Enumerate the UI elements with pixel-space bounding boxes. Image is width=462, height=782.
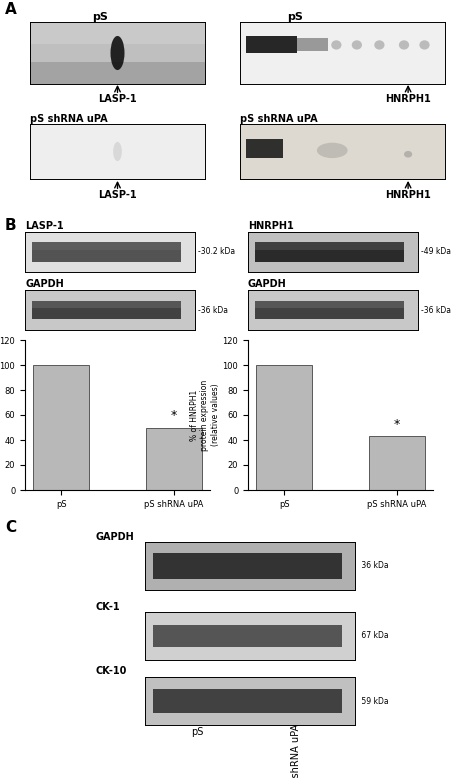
Text: pS shRNA uPA: pS shRNA uPA (30, 113, 108, 124)
Text: GAPDH: GAPDH (95, 532, 134, 541)
Text: LASP-1: LASP-1 (98, 94, 137, 104)
Bar (30, 22, 205, 44)
Text: A: A (5, 2, 16, 17)
Text: *: * (170, 410, 176, 422)
Text: pS shRNA uPA: pS shRNA uPA (240, 113, 318, 124)
Text: B: B (5, 218, 17, 233)
Text: *: * (394, 418, 400, 431)
Ellipse shape (331, 41, 341, 49)
Bar (246, 139, 283, 158)
Text: LASP-1: LASP-1 (98, 190, 137, 200)
Text: 59 kDa: 59 kDa (359, 697, 389, 705)
Text: -36 kDa: -36 kDa (198, 306, 228, 314)
Text: 67 kDa: 67 kDa (359, 632, 389, 640)
Bar (255, 242, 404, 250)
Bar (32, 242, 182, 262)
Ellipse shape (317, 142, 347, 158)
Text: -49 kDa: -49 kDa (421, 247, 451, 256)
Text: LASP-1: LASP-1 (25, 221, 64, 231)
Ellipse shape (374, 41, 384, 49)
Bar (32, 242, 182, 250)
Bar (32, 301, 182, 319)
Bar (256, 365, 312, 490)
Text: pS: pS (191, 727, 204, 737)
Ellipse shape (419, 41, 430, 49)
Bar (255, 301, 404, 308)
Text: HNRPH1: HNRPH1 (248, 221, 294, 231)
Bar (153, 625, 342, 647)
Bar (153, 689, 342, 713)
Text: -30.2 kDa: -30.2 kDa (198, 247, 236, 256)
Ellipse shape (352, 41, 362, 49)
Text: pS shRNA uPA: pS shRNA uPA (291, 724, 301, 782)
Ellipse shape (399, 41, 409, 49)
Bar (369, 436, 425, 490)
Text: HNRPH1: HNRPH1 (385, 94, 431, 104)
Bar (30, 63, 205, 84)
Bar (246, 36, 298, 53)
Ellipse shape (404, 151, 412, 157)
Text: C: C (5, 520, 16, 535)
Text: pS: pS (287, 12, 303, 22)
Bar (153, 553, 342, 579)
Text: 36 kDa: 36 kDa (359, 561, 389, 571)
Bar (298, 38, 328, 51)
Text: -36 kDa: -36 kDa (421, 306, 451, 314)
Y-axis label: % of HNRPH1
protein expression
(relative values): % of HNRPH1 protein expression (relative… (190, 379, 220, 450)
Bar (255, 301, 404, 319)
Bar (255, 242, 404, 262)
Ellipse shape (110, 36, 124, 70)
Text: GAPDH: GAPDH (25, 279, 64, 289)
Text: GAPDH: GAPDH (248, 279, 287, 289)
Bar (32, 301, 182, 308)
Bar (146, 428, 201, 490)
Bar (33, 365, 90, 490)
Text: CK-1: CK-1 (95, 601, 120, 612)
Text: pS: pS (92, 12, 108, 22)
Ellipse shape (113, 142, 122, 161)
Text: HNRPH1: HNRPH1 (385, 190, 431, 200)
Text: CK-10: CK-10 (95, 666, 127, 676)
